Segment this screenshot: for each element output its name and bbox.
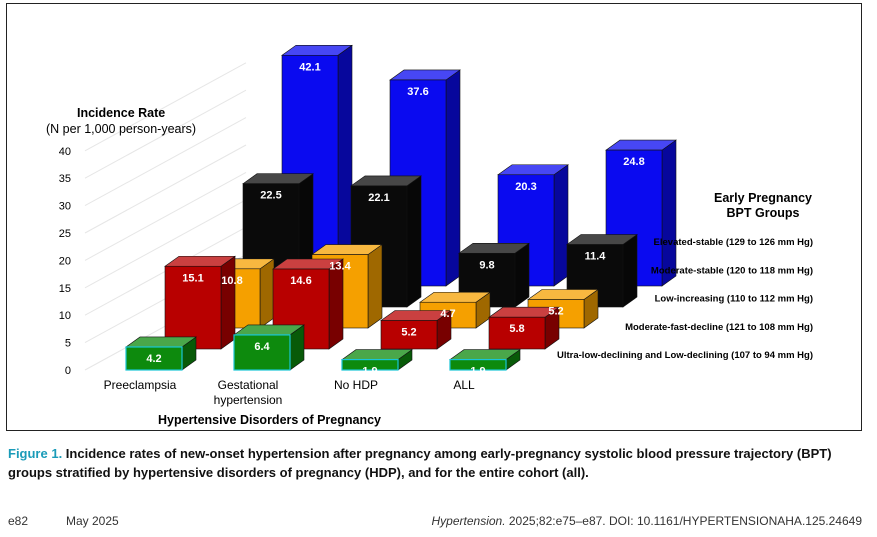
- bar-side: [661, 139, 677, 287]
- bar-side: [514, 242, 530, 308]
- y-tick-label: 5: [65, 338, 71, 350]
- caption-text: Incidence rates of new-onset hypertensio…: [8, 446, 832, 480]
- y-tick-label: 25: [59, 228, 71, 240]
- bar-value-label: 42.1: [299, 61, 320, 73]
- bar-value-label: 1.9: [470, 366, 485, 378]
- bar-value-label: 11.4: [585, 251, 607, 263]
- page-number: e82: [8, 514, 29, 528]
- bar-value-label: 6.4: [254, 341, 270, 353]
- bar: [449, 358, 507, 371]
- bar-side: [220, 255, 236, 350]
- bar: [233, 334, 291, 371]
- bar-value-label: 15.1: [182, 272, 203, 284]
- bar: [380, 320, 438, 350]
- series-label: Ultra-low-declining and Low-declining (1…: [557, 350, 813, 361]
- figure-frame: 0 5 10 15 20 25 30 35 40 42.1 37.6 20.3 24.8 22.5 22.…: [6, 3, 862, 431]
- figure-label: Figure 1.: [8, 446, 63, 461]
- y-tick-label: 15: [59, 283, 71, 295]
- series-label: Moderate-stable (120 to 118 mm Hg): [651, 265, 813, 276]
- bar-value-label: 1.9: [362, 366, 377, 378]
- gridline: [84, 89, 247, 179]
- bar-side: [553, 164, 569, 287]
- bar-value-label: 5.2: [548, 306, 563, 318]
- bar-value-label: 9.8: [479, 259, 494, 271]
- bar-side: [259, 258, 275, 329]
- category-label: No HDP: [334, 378, 378, 392]
- category-label-line2: hypertension: [214, 393, 283, 407]
- y-tick-label: 10: [59, 310, 71, 322]
- journal-name: Hypertension.: [431, 514, 506, 528]
- gridline: [84, 144, 247, 234]
- series-label: Moderate-fast-decline (121 to 108 mm Hg): [625, 322, 813, 333]
- gridline: [84, 117, 247, 207]
- bar-value-label: 24.8: [623, 156, 644, 168]
- figure-caption: Figure 1. Incidence rates of new-onset h…: [8, 444, 870, 482]
- bar-value-label: 22.5: [260, 190, 281, 202]
- y-tick-label: 35: [59, 173, 71, 185]
- bar-value-label: 37.6: [407, 86, 428, 98]
- bar: [125, 346, 183, 371]
- gridline: [84, 171, 247, 261]
- bar-value-label: 22.1: [368, 192, 389, 204]
- y-axis-subtitle: (N per 1,000 person-years): [46, 122, 196, 136]
- bar-side: [622, 233, 638, 308]
- gridline: [84, 199, 247, 289]
- bar-value-label: 13.4: [329, 261, 351, 273]
- x-axis-title: Hypertensive Disorders of Pregnancy: [158, 413, 381, 427]
- category-label: Preeclampsia: [104, 378, 177, 392]
- bar-side: [406, 175, 422, 308]
- gridline: [84, 62, 247, 152]
- series-label: Elevated-stable (129 to 126 mm Hg): [654, 237, 813, 248]
- y-tick-label: 40: [59, 146, 71, 158]
- category-label: Gestational: [218, 378, 279, 392]
- bar-value-label: 5.8: [509, 323, 524, 335]
- legend-title-line1: Early Pregnancy: [714, 191, 812, 205]
- y-tick-label: 30: [59, 201, 71, 213]
- bar: [488, 316, 546, 350]
- bar-side: [445, 69, 461, 287]
- category-label: ALL: [453, 378, 475, 392]
- bar-value-label: 4.2: [146, 353, 161, 365]
- y-tick-label: 0: [65, 365, 71, 377]
- y-axis-title: Incidence Rate: [77, 106, 165, 120]
- legend-title-line2: BPT Groups: [727, 206, 800, 220]
- chart-plot: 0 5 10 15 20 25 30 35 40 42.1 37.6 20.3 24.8 22.5 22.…: [46, 44, 813, 427]
- bar: [341, 358, 399, 371]
- bar-value-label: 5.2: [401, 327, 416, 339]
- bar-value-label: 14.6: [290, 275, 311, 287]
- series-label: Low-increasing (110 to 112 mm Hg): [655, 294, 813, 305]
- citation: Hypertension. 2025;82:e75–e87. DOI: 10.1…: [432, 514, 863, 528]
- bar-value-label: 4.7: [440, 308, 455, 320]
- bar-value-label: 20.3: [515, 181, 536, 193]
- y-tick-label: 20: [59, 255, 71, 267]
- bar: [164, 265, 222, 350]
- citation-text: 2025;82:e75–e87. DOI: 10.1161/HYPERTENSI…: [505, 514, 862, 528]
- bar-value-label: 10.8: [221, 275, 242, 287]
- bar-side: [367, 243, 383, 329]
- issue-date: May 2025: [66, 514, 119, 528]
